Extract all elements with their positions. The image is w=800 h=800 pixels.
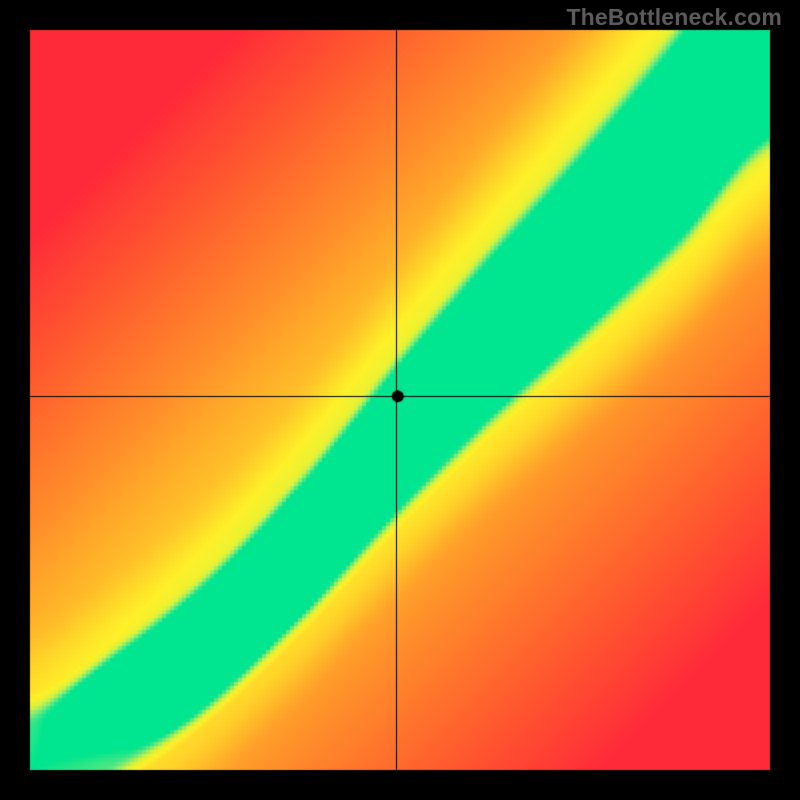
heatmap-canvas <box>0 0 800 800</box>
chart-stage: TheBottleneck.com <box>0 0 800 800</box>
watermark-text: TheBottleneck.com <box>566 4 782 31</box>
